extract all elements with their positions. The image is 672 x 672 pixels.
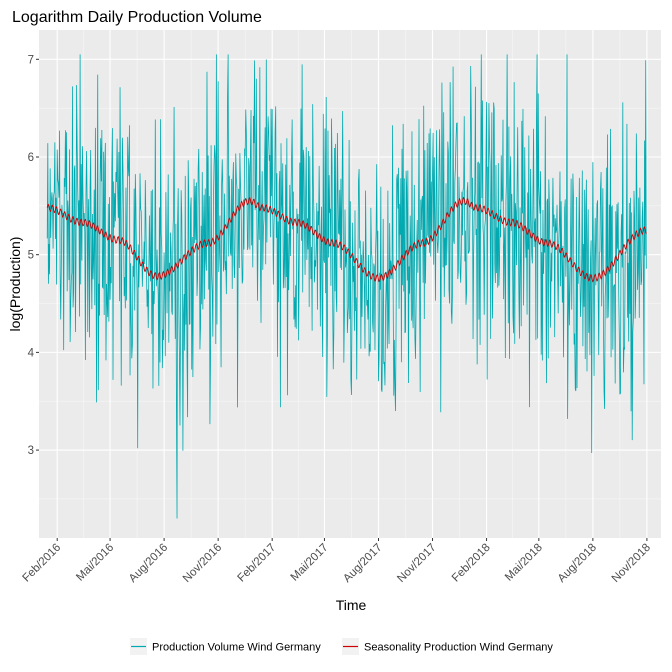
x-tick-label: Mai/2018 <box>503 542 545 584</box>
x-tick-label: Aug/2017 <box>341 542 384 585</box>
x-tick-label: Feb/2016 <box>20 542 63 585</box>
x-tick-label: Feb/2017 <box>235 542 278 585</box>
y-tick-label: 4 <box>28 347 35 359</box>
legend-label: Seasonality Production Wind Germany <box>364 642 553 654</box>
x-tick-label: Mai/2017 <box>289 542 331 584</box>
y-tick-label: 6 <box>28 152 34 164</box>
x-tick-label: Feb/2018 <box>450 542 493 585</box>
x-tick-label: Aug/2018 <box>556 542 599 585</box>
x-tick-label: Nov/2018 <box>610 542 653 585</box>
y-tick-label: 7 <box>28 54 34 66</box>
seasonality-line <box>46 196 647 283</box>
legend-label: Production Volume Wind Germany <box>152 642 321 654</box>
y-axis-title: log(Production) <box>7 237 23 332</box>
x-tick-label: Nov/2017 <box>395 542 438 585</box>
y-tick-label: 5 <box>28 250 34 262</box>
chart-title: Logarithm Daily Production Volume <box>12 9 262 26</box>
x-tick-label: Aug/2016 <box>127 542 170 585</box>
x-tick-label: Mai/2016 <box>74 542 116 584</box>
production-line <box>46 54 647 519</box>
x-tick-label: Nov/2016 <box>181 542 224 585</box>
series-seasonality-line <box>46 196 647 283</box>
y-axis: 3 4 5 6 7 <box>28 54 39 457</box>
x-axis-title: Time <box>336 597 367 613</box>
series-production-line <box>46 54 647 519</box>
y-tick-label: 3 <box>28 445 34 457</box>
x-axis: Feb/2016 Mai/2016 Aug/2016 Nov/2016 Feb/2017… <box>20 538 653 585</box>
legend: Production Volume Wind Germany Seasonalit… <box>130 638 553 655</box>
